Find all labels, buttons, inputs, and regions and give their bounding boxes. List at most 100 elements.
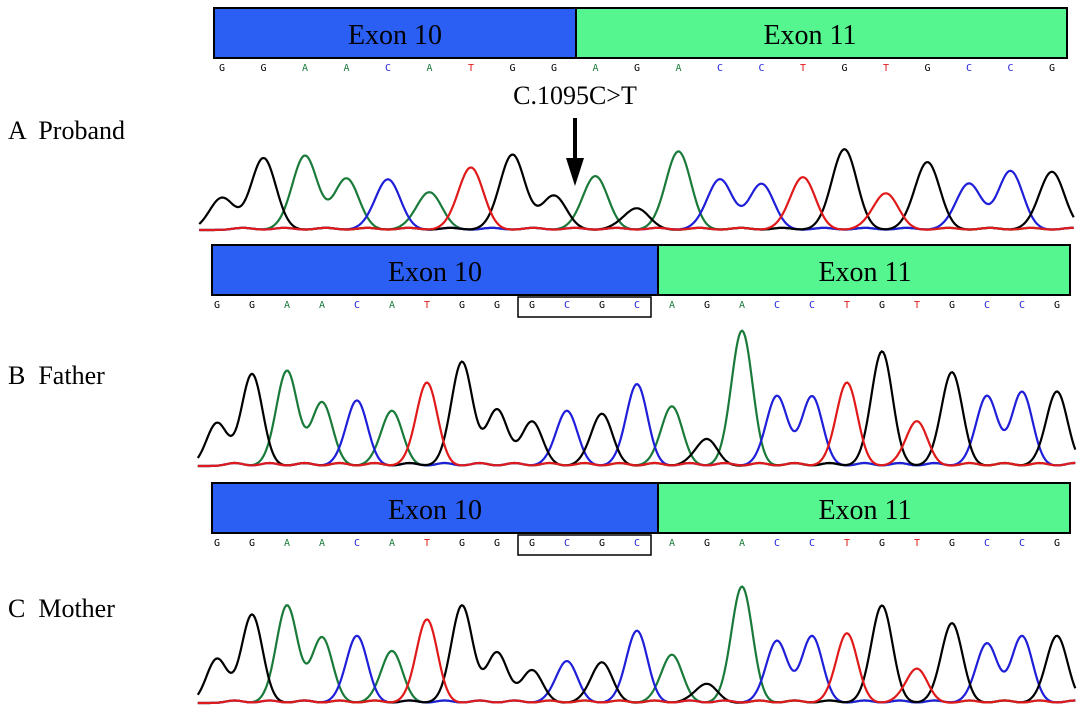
base-letter: C [758,63,764,74]
exon10-bar [211,244,659,296]
chromatogram-trace [196,585,1077,705]
base-letter: G [494,538,500,549]
base-letter: C [774,300,780,311]
exon11-label: Exon 11 [818,257,911,288]
panel-label: A Proband [8,116,125,145]
base-letter: C [774,538,780,549]
base-letter: A [319,538,325,549]
base-letter: G [634,63,640,74]
base-letter: T [424,300,430,311]
base-letter: A [675,63,681,74]
base-letter: C [634,300,640,311]
chromatogram-trace [196,329,1077,468]
base-letter: A [739,300,745,311]
trace-T [197,381,1076,468]
panel-proband: Exon 10 Exon 11 G G A A C A T G G A G A C C T G T G C C G C.… [8,7,1075,232]
panel-father: Exon 10 Exon 11 G G A A C A T G G G C G C A G A C C T G T G C C… [8,244,1077,468]
base-letter: C [354,300,360,311]
panel-label: C Mother [8,594,115,623]
base-letter: C [809,538,815,549]
trace-C [197,629,1076,705]
base-letter: C [1019,300,1025,311]
exon10-label: Exon 10 [348,20,442,51]
base-letter: T [468,63,474,74]
base-letter: C [966,63,972,74]
base-letter: C [564,538,570,549]
base-letter: G [494,300,500,311]
base-letter: G [219,63,225,74]
base-letter: C [809,300,815,311]
exon11-bar [657,244,1071,296]
base-letter: T [914,538,920,549]
trace-G [196,350,1077,467]
panel-mother: Exon 10 Exon 11 G G A A C A T G G G C G C A G A C C T G T G C C… [8,482,1077,705]
base-letter: A [669,300,675,311]
base-letter: G [214,300,220,311]
base-letter: G [214,538,220,549]
base-letter: A [389,538,395,549]
base-letter: G [599,538,605,549]
base-letter: A [739,538,745,549]
base-letter: A [284,300,290,311]
trace-G [198,148,1075,231]
base-letter: G [599,300,605,311]
base-letter: A [302,63,308,74]
mutation-site-box [517,534,652,556]
base-letter: C [1007,63,1013,74]
base-letter: C [984,538,990,549]
panel-label: B Father [8,361,105,390]
base-letter: G [704,538,710,549]
exon11-label: Exon 11 [763,20,856,51]
trace-A [199,150,1074,232]
base-letter: C [385,63,391,74]
chromatogram-trace [198,148,1075,232]
exon10-label: Exon 10 [388,257,482,288]
base-letter: T [844,538,850,549]
base-letter: C [564,300,570,311]
trace-T [199,166,1074,232]
base-letter: C [1019,538,1025,549]
base-letter: G [260,63,266,74]
mutation-site-box [517,296,652,318]
base-letter: T [883,63,889,74]
exon10-bar [213,7,577,59]
trace-T [197,618,1076,705]
exon11-bar [575,7,1068,59]
base-letter: G [459,538,465,549]
exon11-label: Exon 11 [818,495,911,526]
base-letter: G [949,300,955,311]
base-letter: A [426,63,432,74]
base-letter: T [424,538,430,549]
base-letter: G [949,538,955,549]
base-letter: G [509,63,515,74]
base-letter: G [879,538,885,549]
exon10-label: Exon 10 [388,495,482,526]
base-letter: A [284,538,290,549]
base-letter: C [354,538,360,549]
base-letter: A [592,63,598,74]
base-letter: A [669,538,675,549]
base-letter: T [844,300,850,311]
base-letter: G [1054,538,1060,549]
base-letter: T [800,63,806,74]
base-letter: G [924,63,930,74]
base-letter: G [459,300,465,311]
base-letter: A [319,300,325,311]
base-letter: G [841,63,847,74]
base-letter: G [529,538,535,549]
base-letter: G [249,300,255,311]
base-letter: C [717,63,723,74]
base-letter: C [984,300,990,311]
trace-C [197,382,1076,468]
base-letter: G [1049,63,1055,74]
mutation-label: C.1095C>T [513,81,637,110]
base-letter: G [879,300,885,311]
base-letter: A [389,300,395,311]
base-letter: T [914,300,920,311]
base-letter: G [704,300,710,311]
base-letter: A [343,63,349,74]
